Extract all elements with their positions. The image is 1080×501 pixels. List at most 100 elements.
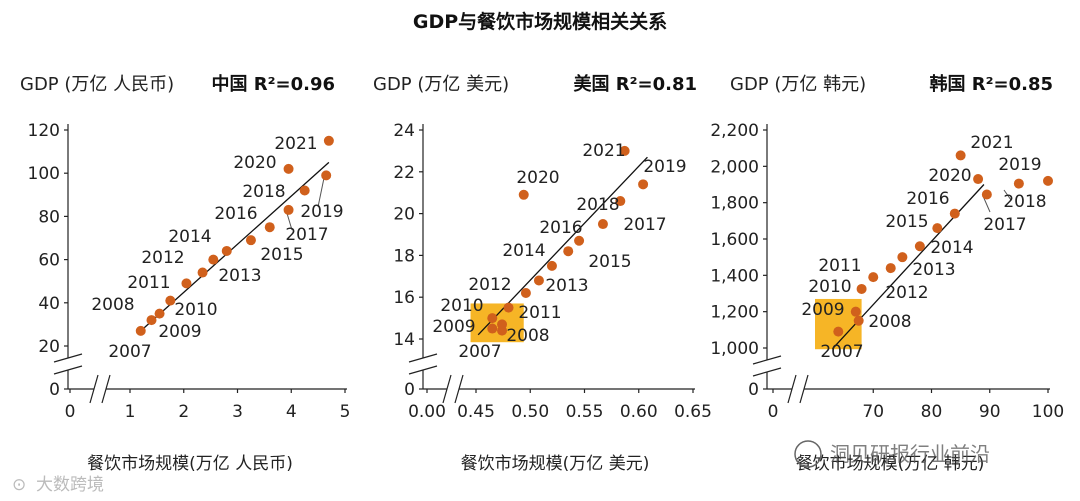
data-point-2020 bbox=[283, 163, 294, 174]
data-point-2012 bbox=[197, 267, 208, 278]
data-point-2007 bbox=[487, 323, 498, 334]
y-axis-break-mark bbox=[53, 365, 83, 375]
x-tick-label: 100 bbox=[1032, 402, 1064, 422]
data-point-2009 bbox=[154, 308, 165, 319]
data-point-2009 bbox=[497, 325, 508, 336]
chart-korea: GDP (万亿 韩元) 韩国 R²=0.85 0 1,000 1,200 1,400 1,6… bbox=[710, 73, 1064, 474]
data-point-2016 bbox=[949, 208, 960, 219]
point-label-2009: 2009 bbox=[158, 322, 201, 342]
x-tick-label: 0 bbox=[768, 402, 779, 422]
x-axis-title: 餐饮市场规模(万亿 美元) bbox=[461, 454, 650, 474]
point-label-2021: 2021 bbox=[582, 141, 625, 161]
y-tick-label: 2,000 bbox=[710, 157, 759, 177]
y-tick-label: 20 bbox=[38, 337, 60, 357]
point-label-2007: 2007 bbox=[458, 342, 501, 362]
y-tick-label: 1,200 bbox=[710, 303, 759, 323]
data-point-2014 bbox=[546, 260, 557, 271]
point-label-2013: 2013 bbox=[912, 260, 955, 280]
data-point-2012 bbox=[520, 288, 531, 299]
data-point-2017 bbox=[597, 219, 608, 230]
x-tick-label: 0.55 bbox=[566, 402, 604, 422]
y-tick-label: 1,000 bbox=[710, 339, 759, 359]
data-point-2018 bbox=[1013, 178, 1024, 189]
y-tick-label: 18 bbox=[393, 246, 415, 266]
point-label-2020: 2020 bbox=[928, 166, 971, 186]
y-axis-break-mark bbox=[408, 365, 438, 375]
figure-title: GDP与餐饮市场规模相关关系 bbox=[413, 10, 667, 33]
x-tick-label: 0.60 bbox=[620, 402, 658, 422]
data-point-2007 bbox=[135, 325, 146, 336]
data-point-2015 bbox=[932, 223, 943, 234]
watermark-left-text: 大数跨境 bbox=[36, 475, 104, 495]
data-point-2013 bbox=[897, 252, 908, 263]
r2-label: 中国 R²=0.96 bbox=[211, 73, 335, 95]
point-label-2007: 2007 bbox=[108, 342, 151, 362]
x-axis-break-mark bbox=[442, 374, 452, 404]
point-label-2019: 2019 bbox=[998, 155, 1041, 175]
point-label-2008: 2008 bbox=[868, 312, 911, 332]
x-tick-label: 3 bbox=[232, 402, 243, 422]
y-tick-label: 14 bbox=[393, 330, 415, 350]
x-tick-label: 70 bbox=[862, 402, 884, 422]
x-tick-label: 0.65 bbox=[674, 402, 712, 422]
data-point-2014 bbox=[914, 241, 925, 252]
data-point-2011 bbox=[181, 278, 192, 289]
data-point-2017 bbox=[981, 189, 992, 200]
point-label-2008: 2008 bbox=[91, 295, 134, 315]
point-label-2016: 2016 bbox=[906, 189, 949, 209]
x-axis-break-mark bbox=[454, 374, 464, 404]
y-tick-label: 1,800 bbox=[710, 194, 759, 214]
x-axis-break-mark bbox=[101, 374, 111, 404]
point-label-2014: 2014 bbox=[930, 238, 973, 258]
y-tick-label: 24 bbox=[393, 121, 415, 141]
x-axis-title: 餐饮市场规模(万亿 人民币) bbox=[87, 454, 293, 474]
watermark-left: ⊙ 大数跨境 bbox=[12, 475, 104, 495]
y-tick-label: 40 bbox=[38, 294, 60, 314]
x-tick-label: 0.45 bbox=[457, 402, 495, 422]
watermark-right: 洞见研报行业前沿 bbox=[794, 440, 990, 468]
watermark-left-icon: ⊙ bbox=[12, 475, 26, 495]
data-point-2018 bbox=[299, 185, 310, 196]
point-label-2014: 2014 bbox=[168, 227, 211, 247]
data-point-2008 bbox=[853, 315, 864, 326]
point-label-2009: 2009 bbox=[432, 317, 475, 337]
y-tick-label: 20 bbox=[393, 205, 415, 225]
chart-usa: GDP (万亿 美元) 美国 R²=0.81 0 14 16 18 20 22 24 0.00 0.… bbox=[373, 73, 712, 474]
data-point-2014 bbox=[221, 245, 232, 256]
data-point-2019 bbox=[321, 170, 332, 181]
y-tick-label: 60 bbox=[38, 251, 60, 271]
leader-line-2018 bbox=[1003, 189, 1012, 201]
point-label-2015: 2015 bbox=[885, 212, 928, 232]
point-label-2012: 2012 bbox=[468, 275, 511, 295]
chart-china: GDP (万亿 人民币) 中国 R²=0.96 0 20 40 60 80 100 120 0 1 2… bbox=[20, 73, 350, 474]
point-label-2007: 2007 bbox=[820, 342, 863, 362]
y-axis-break-mark bbox=[408, 353, 438, 363]
data-point-2009 bbox=[850, 306, 861, 317]
r2-label: 韩国 R²=0.85 bbox=[929, 73, 1053, 95]
point-label-2016: 2016 bbox=[539, 218, 582, 238]
y-axis-break-mark bbox=[752, 355, 782, 365]
data-point-2016 bbox=[264, 222, 275, 233]
x-tick-label: 90 bbox=[979, 402, 1001, 422]
data-point-2018 bbox=[615, 196, 626, 207]
point-label-2020: 2020 bbox=[516, 168, 559, 188]
x-axis-title: 餐饮市场规模(万亿 韩元) bbox=[796, 454, 985, 474]
y-axis-unit: GDP (万亿 人民币) bbox=[20, 74, 174, 95]
data-point-2020 bbox=[973, 174, 984, 185]
point-label-2012: 2012 bbox=[141, 248, 184, 268]
x-axis-break-mark bbox=[787, 374, 797, 404]
data-point-2021 bbox=[619, 145, 630, 156]
data-point-2010 bbox=[856, 283, 867, 294]
point-label-2017: 2017 bbox=[285, 225, 328, 245]
data-point-2011 bbox=[503, 302, 514, 313]
point-label-2018: 2018 bbox=[576, 195, 619, 215]
y-tick-label: 0 bbox=[404, 380, 415, 400]
x-tick-label: 0.50 bbox=[511, 402, 549, 422]
data-point-2015 bbox=[245, 235, 256, 246]
y-axis-break-mark bbox=[752, 367, 782, 377]
point-label-2010: 2010 bbox=[440, 296, 483, 316]
point-label-2011: 2011 bbox=[127, 273, 170, 293]
point-label-2009: 2009 bbox=[801, 300, 844, 320]
point-label-2010: 2010 bbox=[174, 300, 217, 320]
